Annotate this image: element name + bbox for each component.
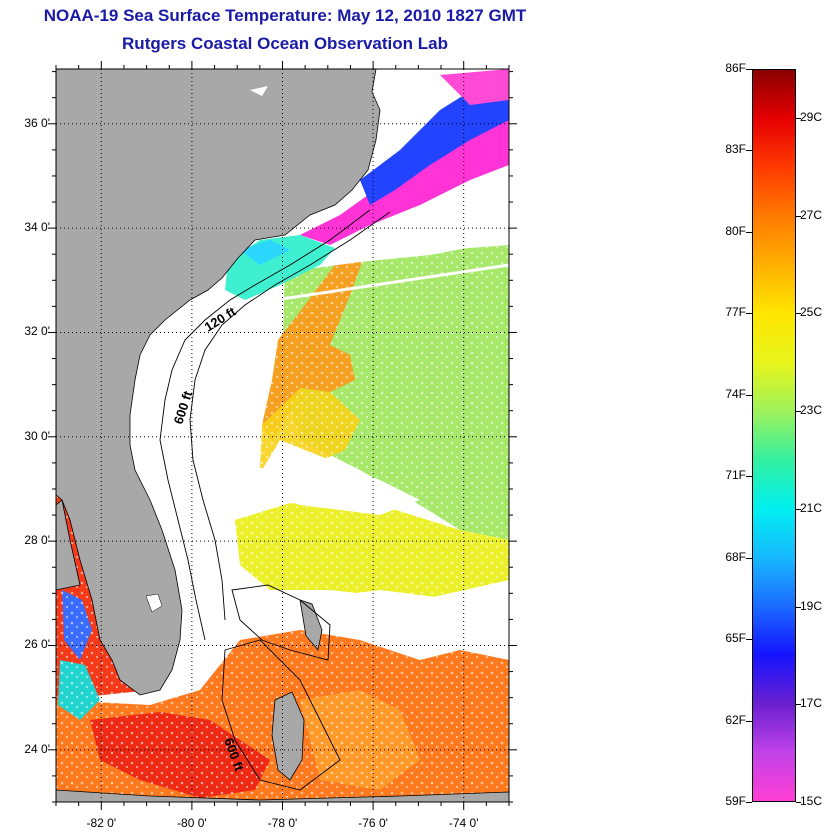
cloud-band-north bbox=[290, 170, 509, 270]
cloud-band-south bbox=[300, 590, 480, 660]
colorbar-fahrenheit-label: 68F bbox=[725, 549, 746, 564]
colorbar-celsius-label: 17C bbox=[800, 696, 823, 711]
map-title: NOAA-19 Sea Surface Temperature: May 12,… bbox=[43, 6, 527, 25]
contour-600ft bbox=[189, 211, 391, 621]
contour-bahamas bbox=[231, 584, 331, 661]
colorbar-fahrenheit-label: 71F bbox=[725, 468, 746, 483]
colorbar-tick bbox=[746, 720, 752, 722]
axis-ticks bbox=[48, 61, 517, 810]
colorbar-celsius-label: 25C bbox=[800, 305, 823, 320]
contour-bahamas-south bbox=[221, 639, 341, 791]
longitude-label: -80 0' bbox=[177, 816, 207, 830]
land-gulf-coast bbox=[56, 499, 81, 591]
colorbar-tick bbox=[796, 411, 801, 413]
latitude-label: 34 0' bbox=[24, 220, 50, 235]
colorbar-fahrenheit-label: 86F bbox=[725, 61, 746, 75]
colorbar-tick bbox=[746, 476, 752, 478]
lake-small bbox=[250, 86, 268, 96]
longitude-label: -78 0' bbox=[267, 816, 298, 830]
colorbar-fahrenheit-label: 83F bbox=[725, 142, 746, 157]
colorbar-fahrenheit-label: 74F bbox=[725, 386, 746, 401]
latitude-label: 36 0' bbox=[24, 115, 50, 130]
colorbar-celsius-label: 27C bbox=[800, 207, 823, 222]
bahamas-abaco bbox=[299, 599, 323, 651]
colorbar-tick bbox=[746, 557, 752, 559]
lake-okeechobee bbox=[145, 593, 163, 613]
land-mass bbox=[56, 69, 381, 696]
cloud-band-mid bbox=[250, 440, 420, 515]
longitude-label: -76 0' bbox=[358, 816, 388, 830]
longitude-label: -82 0' bbox=[86, 816, 117, 830]
shelf-teal-strip bbox=[240, 240, 290, 265]
colorbar-tick bbox=[796, 117, 801, 119]
colorbar-fahrenheit-label: 65F bbox=[725, 631, 746, 646]
colorbar-celsius-label: 29C bbox=[800, 109, 823, 124]
colorbar-tick bbox=[796, 215, 801, 217]
colorbar-fahrenheit-label: 77F bbox=[725, 305, 746, 320]
colorbar-tick bbox=[746, 231, 752, 233]
colorbar-tick bbox=[796, 508, 801, 510]
cuba-edge bbox=[56, 789, 509, 802]
colorbar-tick bbox=[796, 606, 801, 608]
map-subtitle: Rutgers Coastal Ocean Observation Lab bbox=[122, 34, 448, 53]
colorbar-celsius-label: 23C bbox=[800, 403, 823, 418]
colorbar-tick bbox=[746, 150, 752, 152]
colorbar-celsius-label: 21C bbox=[800, 500, 823, 515]
colorbar-celsius-label: 19C bbox=[800, 598, 823, 613]
swath-edge-line bbox=[274, 263, 509, 302]
latitude-label: 30 0' bbox=[24, 428, 50, 443]
colorbar-tick bbox=[746, 69, 752, 70]
colorbar-tick bbox=[746, 313, 752, 315]
colorbar-tick bbox=[746, 802, 752, 803]
latitude-label: 26 0' bbox=[24, 637, 50, 652]
contour-120ft bbox=[159, 209, 371, 641]
temperature-colorbar bbox=[752, 69, 796, 802]
bahamas-andros bbox=[271, 691, 305, 781]
colorbar-fahrenheit-label: 80F bbox=[725, 223, 746, 238]
colorbar-celsius-label: 15C bbox=[800, 794, 823, 808]
longitude-label: -74 0' bbox=[448, 816, 479, 830]
north-magenta bbox=[440, 69, 509, 105]
latitude-label: 24 0' bbox=[24, 741, 50, 756]
shelf-blue-water bbox=[360, 75, 509, 205]
colorbar-tick bbox=[796, 704, 801, 706]
latitude-label: 28 0' bbox=[24, 533, 50, 548]
colorbar-tick bbox=[796, 313, 801, 315]
latitude-label: 32 0' bbox=[24, 324, 50, 339]
colorbar-fahrenheit-label: 59F bbox=[725, 794, 746, 808]
colorbar-fahrenheit-label: 62F bbox=[725, 712, 746, 727]
colorbar-tick bbox=[796, 802, 801, 803]
colorbar-tick bbox=[746, 639, 752, 641]
colorbar-tick bbox=[746, 394, 752, 396]
